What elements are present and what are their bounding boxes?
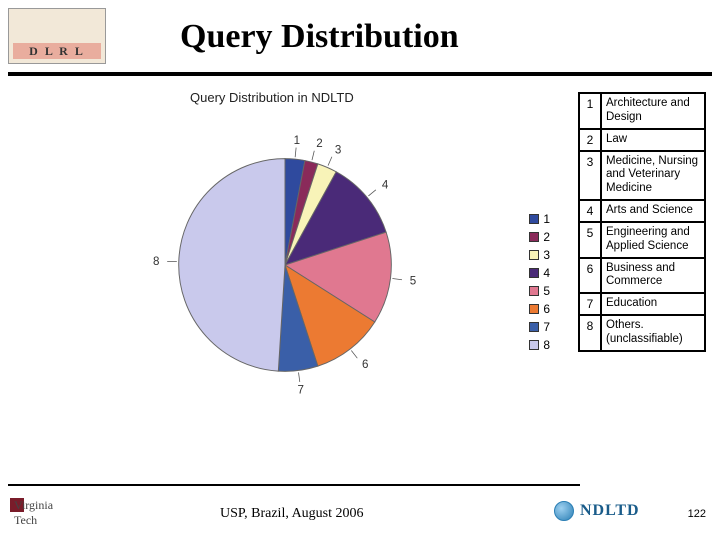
table-row: 8Others. (unclassifiable) [580,316,704,350]
legend-label: 6 [543,300,550,318]
logo-top-left: D L R L [8,8,106,64]
footer-left-text: Virginia Tech [14,498,53,528]
legend-item: 8 [529,336,550,354]
legend-item: 5 [529,282,550,300]
legend-swatch-icon [529,214,539,224]
chart-area: Query Distribution in NDLTD 12345678 123… [90,90,570,470]
table-label-cell: Medicine, Nursing and Veterinary Medicin… [602,152,704,199]
table-row: 3Medicine, Nursing and Veterinary Medici… [580,152,704,201]
legend-swatch-icon [529,250,539,260]
pie-label-1: 1 [294,134,300,147]
table-row: 6Business and Commerce [580,259,704,295]
pie-svg: 12345678 [140,120,430,410]
pie-chart: 12345678 [140,120,430,410]
table-label-cell: Architecture and Design [602,94,704,128]
leader-line [368,190,375,196]
leader-line [295,148,296,158]
chart-legend: 12345678 [529,210,550,354]
table-row: 7Education [580,294,704,316]
table-label-cell: Business and Commerce [602,259,704,293]
leader-line [392,279,402,280]
table-num-cell: 6 [580,259,602,293]
ndltd-text: NDLTD [580,502,640,520]
legend-swatch-icon [529,304,539,314]
legend-label: 2 [543,228,550,246]
legend-item: 1 [529,210,550,228]
table-num-cell: 7 [580,294,602,314]
legend-label: 7 [543,318,550,336]
leader-line [312,151,314,160]
globe-icon [554,501,574,521]
logo-top-left-text: D L R L [13,43,101,59]
legend-swatch-icon [529,232,539,242]
page-number: 122 [688,508,706,520]
table-num-cell: 4 [580,201,602,221]
table-label-cell: Others. (unclassifiable) [602,316,704,350]
pie-label-4: 4 [382,179,389,192]
legend-label: 3 [543,246,550,264]
pie-slice-8 [179,159,285,371]
legend-item: 7 [529,318,550,336]
table-label-cell: Arts and Science [602,201,704,221]
pie-label-6: 6 [362,358,368,371]
leader-line [299,372,300,382]
legend-label: 4 [543,264,550,282]
pie-label-2: 2 [316,137,322,150]
legend-item: 6 [529,300,550,318]
table-label-cell: Engineering and Applied Science [602,223,704,257]
footer-center-text: USP, Brazil, August 2006 [220,506,364,522]
table-row: 2Law [580,130,704,152]
legend-label: 5 [543,282,550,300]
table-num-cell: 8 [580,316,602,350]
pie-label-5: 5 [410,275,416,288]
pie-label-3: 3 [335,144,341,157]
table-label-cell: Law [602,130,704,150]
table-label-cell: Education [602,294,704,314]
legend-item: 3 [529,246,550,264]
legend-swatch-icon [529,322,539,332]
legend-item: 4 [529,264,550,282]
leader-line [328,157,332,166]
legend-item: 2 [529,228,550,246]
pie-label-8: 8 [153,255,159,268]
page-title: Query Distribution [180,18,459,56]
chart-title: Query Distribution in NDLTD [190,90,354,105]
legend-label: 1 [543,210,550,228]
table-num-cell: 5 [580,223,602,257]
legend-swatch-icon [529,268,539,278]
footer-right-logo: NDLTD [554,500,664,522]
table-row: 1Architecture and Design [580,94,704,130]
slide-root: D L R L Query Distribution Query Distrib… [0,0,720,540]
table-num-cell: 1 [580,94,602,128]
table-row: 5Engineering and Applied Science [580,223,704,259]
category-table: 1Architecture and Design2Law3Medicine, N… [578,92,706,352]
table-row: 4Arts and Science [580,201,704,223]
table-num-cell: 3 [580,152,602,199]
table-num-cell: 2 [580,130,602,150]
leader-line [351,351,357,359]
pie-label-7: 7 [298,384,304,397]
legend-swatch-icon [529,286,539,296]
footer-rule [8,484,580,486]
legend-label: 8 [543,336,550,354]
title-rule [8,72,712,76]
legend-swatch-icon [529,340,539,350]
